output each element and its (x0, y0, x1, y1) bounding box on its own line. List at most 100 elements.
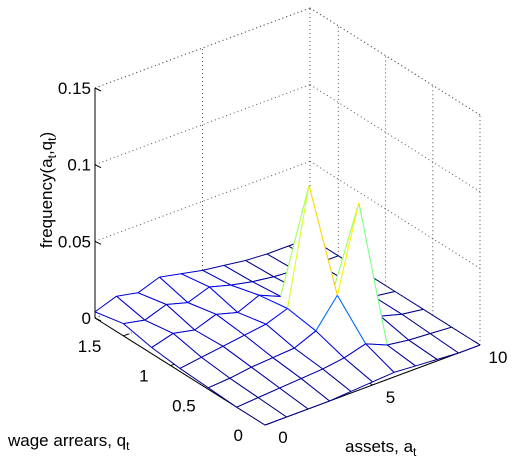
z-axis-label: frequency(at,qt) (37, 132, 59, 248)
mesh-edge (423, 308, 452, 328)
surface-face (408, 333, 459, 360)
mesh-edge (294, 330, 317, 349)
mesh-edge (229, 377, 259, 399)
mesh-edge (287, 308, 317, 332)
surface-face (251, 357, 302, 389)
surface-face (236, 397, 287, 425)
mesh-edge (245, 253, 268, 261)
mesh-edge (165, 304, 196, 331)
mesh-edge (201, 345, 224, 358)
surface-face (208, 378, 259, 408)
y-tick-label: 1 (139, 367, 148, 386)
mesh-edge (208, 377, 231, 389)
mesh-edge (216, 311, 238, 315)
mesh-edge (173, 329, 195, 334)
tick-mark (94, 317, 102, 322)
mesh-edge (116, 295, 146, 321)
label-part: ) (37, 132, 56, 138)
y-tick-label: 0 (234, 426, 243, 445)
surface-face (365, 343, 416, 373)
mesh-edge (222, 345, 252, 368)
y-axis-label: wage arrears, qt (7, 431, 130, 453)
mesh-edge (430, 326, 452, 335)
mesh-edge (187, 286, 210, 304)
mesh-edge (94, 311, 124, 325)
mesh-edge (137, 276, 160, 294)
mesh-edge (236, 397, 259, 408)
mesh-edge (408, 339, 438, 360)
surface-face (373, 291, 424, 315)
mesh-edge (358, 202, 388, 346)
mesh-edge (350, 381, 373, 392)
mesh-edge (223, 259, 246, 266)
tick-mark (94, 87, 102, 92)
mesh-edge (94, 295, 117, 313)
surface-face (194, 314, 245, 347)
mesh-edge (201, 356, 231, 379)
mesh-edge (343, 357, 373, 383)
surface-face (244, 324, 295, 358)
surface-face (272, 348, 323, 379)
mesh-edge (307, 400, 330, 410)
x-axis-label: assets, at (345, 437, 417, 459)
surface-face (245, 254, 296, 277)
z-tick-label: 0.05 (58, 232, 91, 251)
z-tick-label: 0.1 (67, 156, 91, 175)
mesh-edge (451, 326, 481, 346)
mesh-edge (257, 397, 287, 418)
y-tick-label: 1.5 (78, 337, 102, 356)
grid-line (309, 160, 481, 269)
mesh-edge (401, 308, 424, 315)
mesh-edge (245, 260, 275, 278)
surface-face (201, 346, 252, 379)
mesh-edge (336, 295, 367, 345)
mesh-edge (365, 343, 395, 373)
surface-face (401, 309, 452, 334)
mesh-edge (159, 276, 189, 304)
mesh-edge (365, 343, 388, 346)
surface-face (173, 330, 223, 358)
mesh-edge (415, 358, 438, 367)
mesh-edge (408, 333, 431, 341)
label-part: t (45, 154, 59, 158)
label-part: t (413, 445, 417, 459)
mesh-edge (187, 302, 217, 315)
mesh-edge (251, 357, 274, 368)
grid-line (309, 7, 481, 116)
mesh-edge (386, 344, 416, 367)
mesh-edge (237, 312, 267, 325)
surface-face (279, 378, 330, 409)
mesh-edge (159, 273, 182, 278)
mesh-edge (208, 286, 239, 313)
surface-face (309, 185, 359, 301)
mesh-edge (229, 366, 252, 379)
mesh-edge (308, 185, 338, 296)
surface-face (224, 260, 274, 282)
mesh-edge (258, 294, 288, 309)
mesh-edge (264, 416, 287, 426)
label-part: t (45, 137, 59, 141)
mesh-edge (336, 202, 360, 296)
mesh-edge (387, 339, 409, 346)
mesh-edge (300, 368, 323, 380)
surface-face (230, 281, 281, 297)
tick-mark (94, 164, 102, 169)
mesh-edge (315, 330, 345, 359)
mesh-edge (244, 323, 267, 336)
mesh-edge (330, 202, 360, 301)
surface-face (216, 312, 266, 336)
mesh-edge (202, 269, 232, 286)
surface-face (229, 367, 280, 398)
z-tick-label: 0 (82, 309, 91, 328)
tick-mark (123, 333, 130, 337)
surface-face (266, 308, 316, 349)
mesh-edge (294, 347, 323, 370)
mesh-edge (222, 334, 245, 347)
z-tick-label: 0.15 (58, 79, 91, 98)
label-part: t (126, 439, 130, 453)
mesh-edge (194, 329, 224, 347)
mesh-edge (279, 387, 309, 410)
surface-face (344, 343, 394, 382)
label-part: frequency(a (37, 158, 56, 248)
mesh-edge (208, 387, 237, 408)
